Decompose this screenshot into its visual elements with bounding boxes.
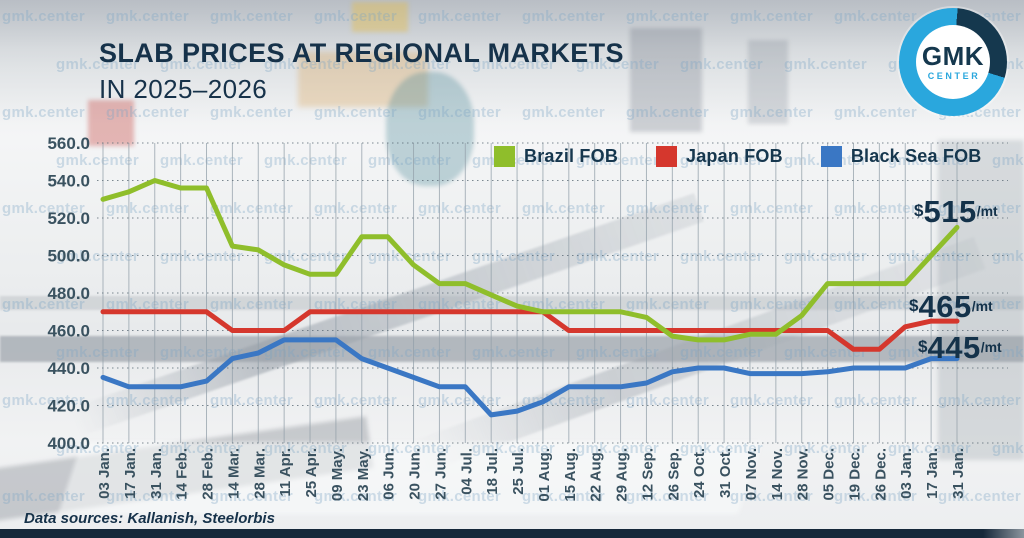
japan-fob-label: Japan FOB xyxy=(686,146,783,166)
x-axis-tick-label: 06 Jun. xyxy=(381,448,398,500)
x-axis-tick-label: 01 Aug. xyxy=(536,448,553,502)
legend-item-black-sea-fob: Black Sea FOB xyxy=(820,146,982,167)
japan-fob-swatch xyxy=(656,146,678,167)
black-sea-fob-swatch xyxy=(820,146,842,167)
x-axis-tick-label: 11 Apr. xyxy=(277,448,294,497)
brazil-fob-swatch xyxy=(494,146,515,167)
currency-sign: $ xyxy=(918,337,928,356)
x-axis-tick-label: 04 Jul. xyxy=(458,448,475,495)
black-sea-end-price-label: $445/mt xyxy=(918,330,1002,365)
currency-sign: $ xyxy=(909,296,919,315)
x-axis-tick-label: 29 Aug. xyxy=(614,448,631,502)
legend-item-brazil-fob: Brazil FOB xyxy=(494,146,618,167)
x-axis-tick-label: 25 Apr. xyxy=(303,448,320,497)
bottom-accent-bar xyxy=(0,529,1024,538)
x-axis-tick-label: 27 Jun. xyxy=(432,448,449,500)
y-axis-tick-label: 520.0 xyxy=(47,209,90,228)
x-axis-tick-label: 22 Aug. xyxy=(588,448,605,502)
x-axis-tick-label: 18 Jul. xyxy=(484,448,501,495)
japan-end-price-label: $465/mt xyxy=(909,289,993,324)
y-axis-tick-label: 560.0 xyxy=(47,134,90,153)
title-block: SLAB PRICES AT REGIONAL MARKETS IN 2025–… xyxy=(99,33,624,103)
logo-text: GMK xyxy=(921,41,985,71)
y-axis-tick-label: 440.0 xyxy=(47,359,90,378)
y-axis-tick-label: 400.0 xyxy=(47,434,90,453)
x-axis-tick-label: 26 Sep. xyxy=(665,448,682,501)
x-axis-tick-label: 17 Jan. xyxy=(122,448,139,499)
data-sources-note: Data sources: Kallanish, Steelorbis xyxy=(24,510,275,527)
logo-subtext: CENTER xyxy=(927,71,981,81)
x-axis-tick-label: 28 Feb. xyxy=(200,448,217,500)
x-axis-tick-label: 14 Mar. xyxy=(225,448,242,499)
x-axis-tick-label: 31 Oct. xyxy=(717,448,734,498)
x-axis-tick-label: 25 Jul. xyxy=(510,448,527,495)
x-axis-tick-label: 28 Mar. xyxy=(251,448,268,499)
x-axis-tick-label: 20 Jun. xyxy=(407,448,424,500)
y-axis-tick-label: 420.0 xyxy=(47,397,90,416)
gmk-center-logo: GMK CENTER xyxy=(899,8,1007,116)
x-axis-tick-label: 05 Dec. xyxy=(821,448,838,501)
line-black-sea-fob xyxy=(100,337,960,418)
x-axis-tick-label: 15 Aug. xyxy=(562,448,579,502)
y-axis-tick-label: 540.0 xyxy=(47,172,90,191)
x-axis-tick-label: 14 Feb. xyxy=(174,448,191,500)
line-brazil-fob xyxy=(100,178,960,343)
x-axis-tick-label: 23 May. xyxy=(355,448,372,501)
page-title: SLAB PRICES AT REGIONAL MARKETS xyxy=(99,38,624,68)
x-axis-tick-label: 28 Nov. xyxy=(795,448,812,500)
chart-legend: Brazil FOB Japan FOB Black Sea FOB xyxy=(494,146,982,167)
legend-item-japan-fob: Japan FOB xyxy=(656,146,783,167)
gmk-center-logo-inner: GMK CENTER xyxy=(916,25,990,99)
x-axis-tick-label: 19 Dec. xyxy=(846,448,863,501)
black-sea-fob-label: Black Sea FOB xyxy=(850,146,982,166)
x-axis-tick-label: 26 Dec. xyxy=(872,448,889,501)
x-axis-tick-label: 31 Jan. xyxy=(148,448,165,499)
x-axis-tick-label: 07 Nov. xyxy=(743,448,760,500)
y-axis-tick-label: 480.0 xyxy=(47,284,90,303)
brazil-fob-label: Brazil FOB xyxy=(524,146,619,166)
x-axis-tick-label: 03 Jan. xyxy=(898,448,915,499)
x-axis-tick-label: 14 Nov. xyxy=(769,448,786,500)
x-axis-tick-label: 31 Jan. xyxy=(950,448,967,499)
currency-sign: $ xyxy=(914,201,924,220)
x-axis-tick-label: 03 Jan. xyxy=(96,448,113,499)
page-subtitle: IN 2025–2026 xyxy=(99,73,268,104)
x-axis-tick-label: 09 May. xyxy=(329,448,346,501)
x-axis-tick-label: 12 Sep. xyxy=(639,448,656,501)
line-japan-fob xyxy=(100,309,960,352)
x-axis-tick-label: 24 Oct. xyxy=(691,448,708,498)
y-axis-tick-label: 460.0 xyxy=(47,322,90,341)
brazil-end-price-label: $515/mt xyxy=(914,194,998,229)
x-axis-tick-label: 17 Jan. xyxy=(924,448,941,499)
y-axis-tick-label: 500.0 xyxy=(47,247,90,266)
